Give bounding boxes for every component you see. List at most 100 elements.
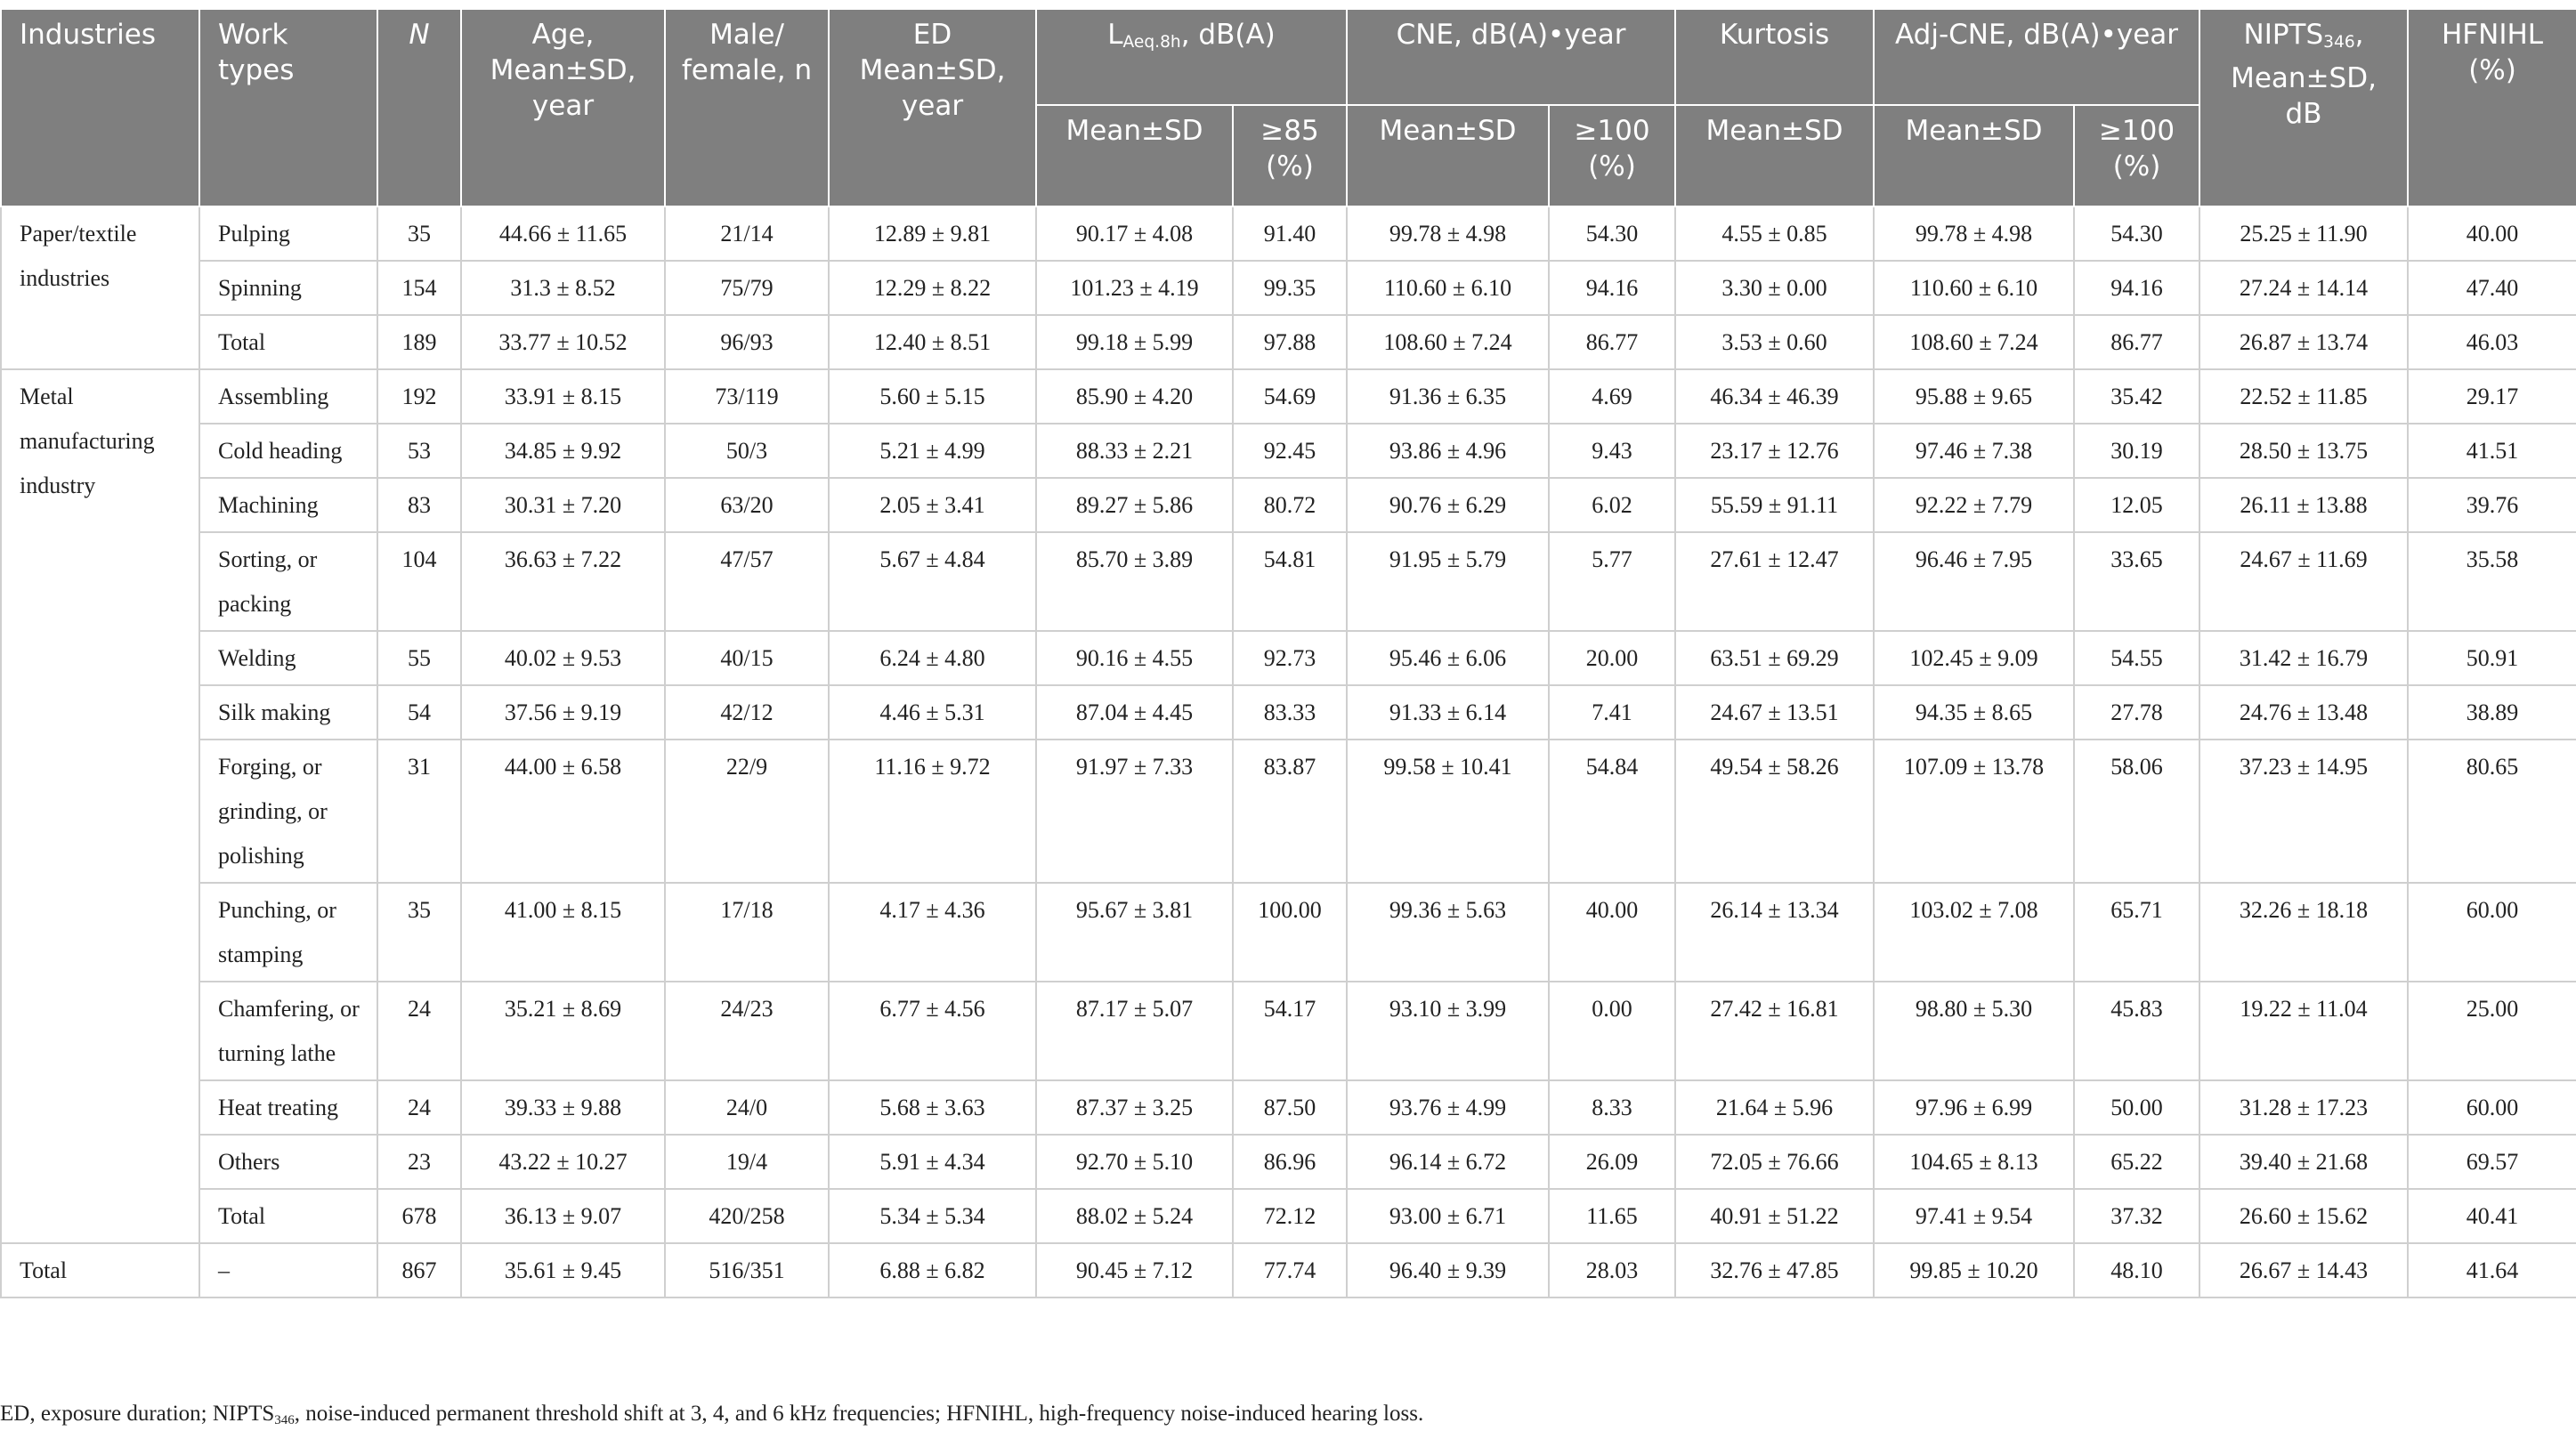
table-header: Industries Work types N Age, Mean±SD, ye… <box>0 8 2576 207</box>
header-subscript: 346 <box>2323 33 2355 52</box>
data-cell: 26.09 <box>1548 1134 1677 1190</box>
work-type-cell: Heat treating <box>198 1079 378 1136</box>
data-cell: 32.26 ± 18.18 <box>2199 882 2410 982</box>
data-cell: 93.76 ± 4.99 <box>1346 1079 1551 1136</box>
header-text: NIPTS <box>2243 19 2324 51</box>
data-cell: 12.05 <box>2073 477 2201 533</box>
data-cell: 30.19 <box>2073 423 2201 479</box>
header-text: , Mean±SD, dB <box>2231 19 2377 130</box>
work-type-cell: Punching, or stamping <box>198 882 378 982</box>
table-row: Sorting, or packing 104 36.63 ± 7.22 47/57 5… <box>1 531 2576 632</box>
data-cell: 54.69 <box>1231 368 1349 424</box>
data-cell: 50/3 <box>664 423 830 479</box>
data-cell: 12.40 ± 8.51 <box>828 314 1037 370</box>
data-cell: 12.89 ± 9.81 <box>828 206 1037 262</box>
data-cell: 60.00 <box>2407 882 2576 982</box>
data-cell: 80.65 <box>2407 739 2576 884</box>
data-cell: 65.22 <box>2073 1134 2201 1190</box>
industry-cell: Metal manufacturing industry <box>0 368 200 1244</box>
data-cell: 41.64 <box>2407 1242 2576 1298</box>
work-type-cell: Cold heading <box>198 423 378 479</box>
data-cell: 154 <box>377 260 462 316</box>
data-cell: 24 <box>377 1079 462 1136</box>
data-cell: 90.17 ± 4.08 <box>1035 206 1234 262</box>
data-cell: 100.00 <box>1231 882 1349 982</box>
data-cell: 516/351 <box>664 1242 830 1298</box>
data-cell: 73/119 <box>664 368 830 424</box>
header-cell: ≥85 (%) <box>1231 104 1349 207</box>
footnote-text: ED, exposure duration; NIPTS <box>0 1402 275 1426</box>
header-cell: HFNIHL (%) <box>2407 8 2576 207</box>
table-row: Total –867 35.61 ± 9.45 516/351 6.88 ± 6.82 9… <box>0 1242 2576 1298</box>
data-cell: 31.3 ± 8.52 <box>460 260 666 316</box>
data-cell: 39.33 ± 9.88 <box>460 1079 666 1136</box>
data-cell: 41.00 ± 8.15 <box>460 882 666 982</box>
data-cell: 41.51 <box>2407 423 2576 479</box>
data-cell: 91.40 <box>1231 206 1349 262</box>
data-cell: 31 <box>377 739 462 884</box>
data-cell: 104 <box>377 531 462 632</box>
header-cell: Age, Mean±SD, year <box>460 8 666 207</box>
data-cell: 99.85 ± 10.20 <box>1873 1242 2076 1298</box>
data-cell: 867 <box>377 1242 462 1298</box>
data-cell: 69.57 <box>2407 1134 2576 1190</box>
header-cell: ≥100 (%) <box>1548 104 1677 207</box>
data-cell: 5.68 ± 3.63 <box>828 1079 1037 1136</box>
work-type-cell: Assembling <box>198 368 378 424</box>
data-cell: 19/4 <box>664 1134 830 1190</box>
data-cell: 35.42 <box>2073 368 2201 424</box>
data-cell: 27.78 <box>2073 684 2201 740</box>
data-cell: 108.60 ± 7.24 <box>1873 314 2076 370</box>
header-cell: Kurtosis <box>1674 8 1875 106</box>
header-cell: Mean±SD <box>1035 104 1234 207</box>
data-cell: 50.91 <box>2407 630 2576 686</box>
data-cell: 34.85 ± 9.92 <box>460 423 666 479</box>
data-cell: 40.91 ± 51.22 <box>1674 1188 1875 1244</box>
data-cell: 26.60 ± 15.62 <box>2199 1188 2410 1244</box>
data-cell: 97.96 ± 6.99 <box>1873 1079 2076 1136</box>
table-row: Total 678 36.13 ± 9.07 420/258 5.34 ± 5.34 88… <box>1 1188 2576 1244</box>
work-type-cell: Others <box>198 1134 378 1190</box>
data-cell: 96.14 ± 6.72 <box>1346 1134 1551 1190</box>
header-cell: Mean±SD <box>1674 104 1875 207</box>
footnote-text: , noise-induced permanent threshold shif… <box>294 1402 1424 1426</box>
table-row: Forging, or grinding, or polishing 31 44.0… <box>1 739 2576 884</box>
data-cell: 28.50 ± 13.75 <box>2199 423 2410 479</box>
data-cell: 48.10 <box>2073 1242 2201 1298</box>
data-cell: 46.03 <box>2407 314 2576 370</box>
data-cell: 53 <box>377 423 462 479</box>
data-cell: 22.52 ± 11.85 <box>2199 368 2410 424</box>
table-wrap: Industries Work types N Age, Mean±SD, ye… <box>0 8 2576 1298</box>
data-cell: 0.00 <box>1548 981 1677 1081</box>
data-cell: 25.00 <box>2407 981 2576 1081</box>
data-cell: 189 <box>377 314 462 370</box>
work-type-cell: Forging, or grinding, or polishing <box>198 739 378 884</box>
data-cell: 96.40 ± 9.39 <box>1346 1242 1551 1298</box>
work-type-cell: Pulping <box>198 206 378 262</box>
data-cell: 63/20 <box>664 477 830 533</box>
data-cell: 110.60 ± 6.10 <box>1346 260 1551 316</box>
data-cell: 6.88 ± 6.82 <box>828 1242 1037 1298</box>
data-cell: 19.22 ± 11.04 <box>2199 981 2410 1081</box>
data-cell: 54.17 <box>1231 981 1349 1081</box>
data-cell: 87.37 ± 3.25 <box>1035 1079 1234 1136</box>
data-cell: 108.60 ± 7.24 <box>1346 314 1551 370</box>
data-cell: 47/57 <box>664 531 830 632</box>
data-cell: 91.33 ± 6.14 <box>1346 684 1551 740</box>
data-cell: 4.69 <box>1548 368 1677 424</box>
table-row: Chamfering, or turning lathe 24 35.21 ± 8.… <box>1 981 2576 1081</box>
data-cell: 96.46 ± 7.95 <box>1873 531 2076 632</box>
data-cell: 37.23 ± 14.95 <box>2199 739 2410 884</box>
data-cell: 80.72 <box>1231 477 1349 533</box>
data-cell: 43.22 ± 10.27 <box>460 1134 666 1190</box>
table-row: Cold heading 53 34.85 ± 9.92 50/3 5.21 ± 4.9… <box>1 423 2576 479</box>
data-cell: 97.88 <box>1231 314 1349 370</box>
work-type-cell: – <box>198 1242 378 1298</box>
data-cell: 27.24 ± 14.14 <box>2199 260 2410 316</box>
data-cell: 25.25 ± 11.90 <box>2199 206 2410 262</box>
data-cell: 26.67 ± 14.43 <box>2199 1242 2410 1298</box>
data-cell: 29.17 <box>2407 368 2576 424</box>
data-cell: 101.23 ± 4.19 <box>1035 260 1234 316</box>
data-cell: 192 <box>377 368 462 424</box>
